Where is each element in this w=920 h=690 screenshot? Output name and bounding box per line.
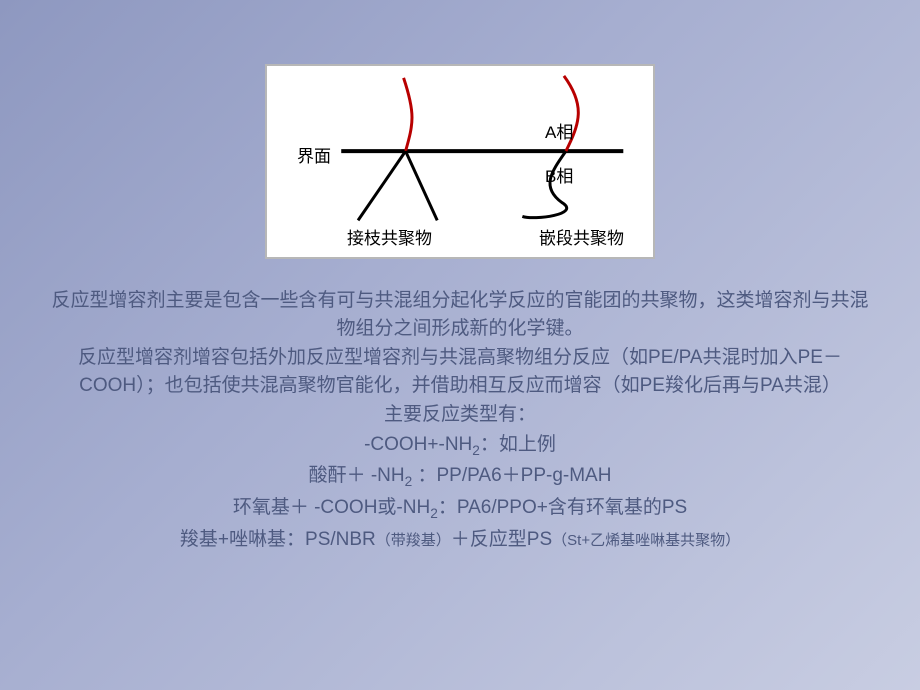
copolymer-diagram: A相 界面 B相 接枝共聚物 嵌段共聚物 bbox=[265, 64, 655, 259]
body-text: 反应型增容剂主要是包含一些含有可与共混组分起化学反应的官能团的共聚物，这类增容剂… bbox=[50, 287, 870, 555]
p7-part-a: 羧基+唑啉基：PS/NBR bbox=[180, 529, 376, 550]
label-block: 嵌段共聚物 bbox=[539, 224, 624, 249]
paragraph-1: 反应型增容剂主要是包含一些含有可与共混组分起化学反应的官能团的共聚物，这类增容剂… bbox=[50, 287, 870, 342]
paragraph-4: -COOH+-NH2：如上例 bbox=[50, 431, 870, 461]
paragraph-7: 羧基+唑啉基：PS/NBR（带羧基）＋反应型PS（St+乙烯基唑啉基共聚物） bbox=[50, 526, 870, 554]
p7-part-b: ＋反应型PS bbox=[451, 529, 552, 550]
p7-small-1: （带羧基） bbox=[376, 532, 451, 549]
p4-part-b: ：如上例 bbox=[480, 434, 556, 455]
p6-subscript: 2 bbox=[430, 506, 438, 521]
paragraph-5: 酸酐＋ -NH2 ：PP/PA6＋PP-g-MAH bbox=[50, 462, 870, 492]
p6-part-a: 环氧基＋ -COOH或-NH bbox=[233, 497, 430, 518]
label-phase-a: A相 bbox=[545, 118, 573, 143]
paragraph-6: 环氧基＋ -COOH或-NH2：PA6/PPO+含有环氧基的PS bbox=[50, 494, 870, 524]
label-interface: 界面 bbox=[297, 142, 331, 167]
paragraph-3: 主要反应类型有： bbox=[50, 401, 870, 429]
graft-black-branch-2 bbox=[406, 151, 438, 220]
p5-part-b: ：PP/PA6＋PP-g-MAH bbox=[412, 465, 611, 486]
p5-part-a: 酸酐＋ -NH bbox=[309, 465, 405, 486]
label-phase-b: B相 bbox=[545, 162, 573, 187]
p4-subscript: 2 bbox=[472, 443, 480, 458]
label-graft: 接枝共聚物 bbox=[347, 224, 432, 249]
p7-small-2: （St+乙烯基唑啉基共聚物） bbox=[552, 532, 740, 549]
paragraph-2: 反应型增容剂增容包括外加反应型增容剂与共混高聚物组分反应（如PE/PA共混时加入… bbox=[50, 344, 870, 399]
graft-red-branch bbox=[404, 78, 412, 151]
graft-black-branch-1 bbox=[358, 151, 406, 220]
p6-part-b: ：PA6/PPO+含有环氧基的PS bbox=[438, 497, 687, 518]
p4-part-a: -COOH+-NH bbox=[364, 434, 472, 455]
